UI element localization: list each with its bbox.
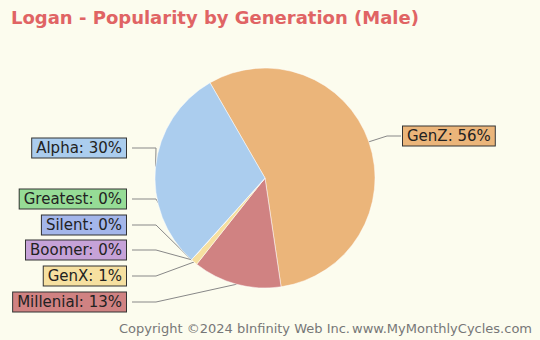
svg-text:Silent: 0%: Silent: 0% — [46, 216, 122, 234]
svg-text:www.MyMonthlyCycles.com: www.MyMonthlyCycles.com — [352, 321, 532, 336]
svg-text:Copyright ©2024 bInfinity Web: Copyright ©2024 bInfinity Web Inc. — [119, 321, 350, 336]
svg-text:Greatest: 0%: Greatest: 0% — [24, 190, 122, 208]
svg-text:GenX: 1%: GenX: 1% — [48, 267, 122, 285]
svg-text:Logan - Popularity by Generati: Logan - Popularity by Generation (Male) — [11, 7, 419, 28]
svg-text:GenZ: 56%: GenZ: 56% — [407, 127, 491, 145]
svg-text:Alpha: 30%: Alpha: 30% — [36, 139, 122, 157]
svg-text:Boomer: 0%: Boomer: 0% — [30, 241, 122, 259]
svg-text:Millenial: 13%: Millenial: 13% — [17, 293, 122, 311]
